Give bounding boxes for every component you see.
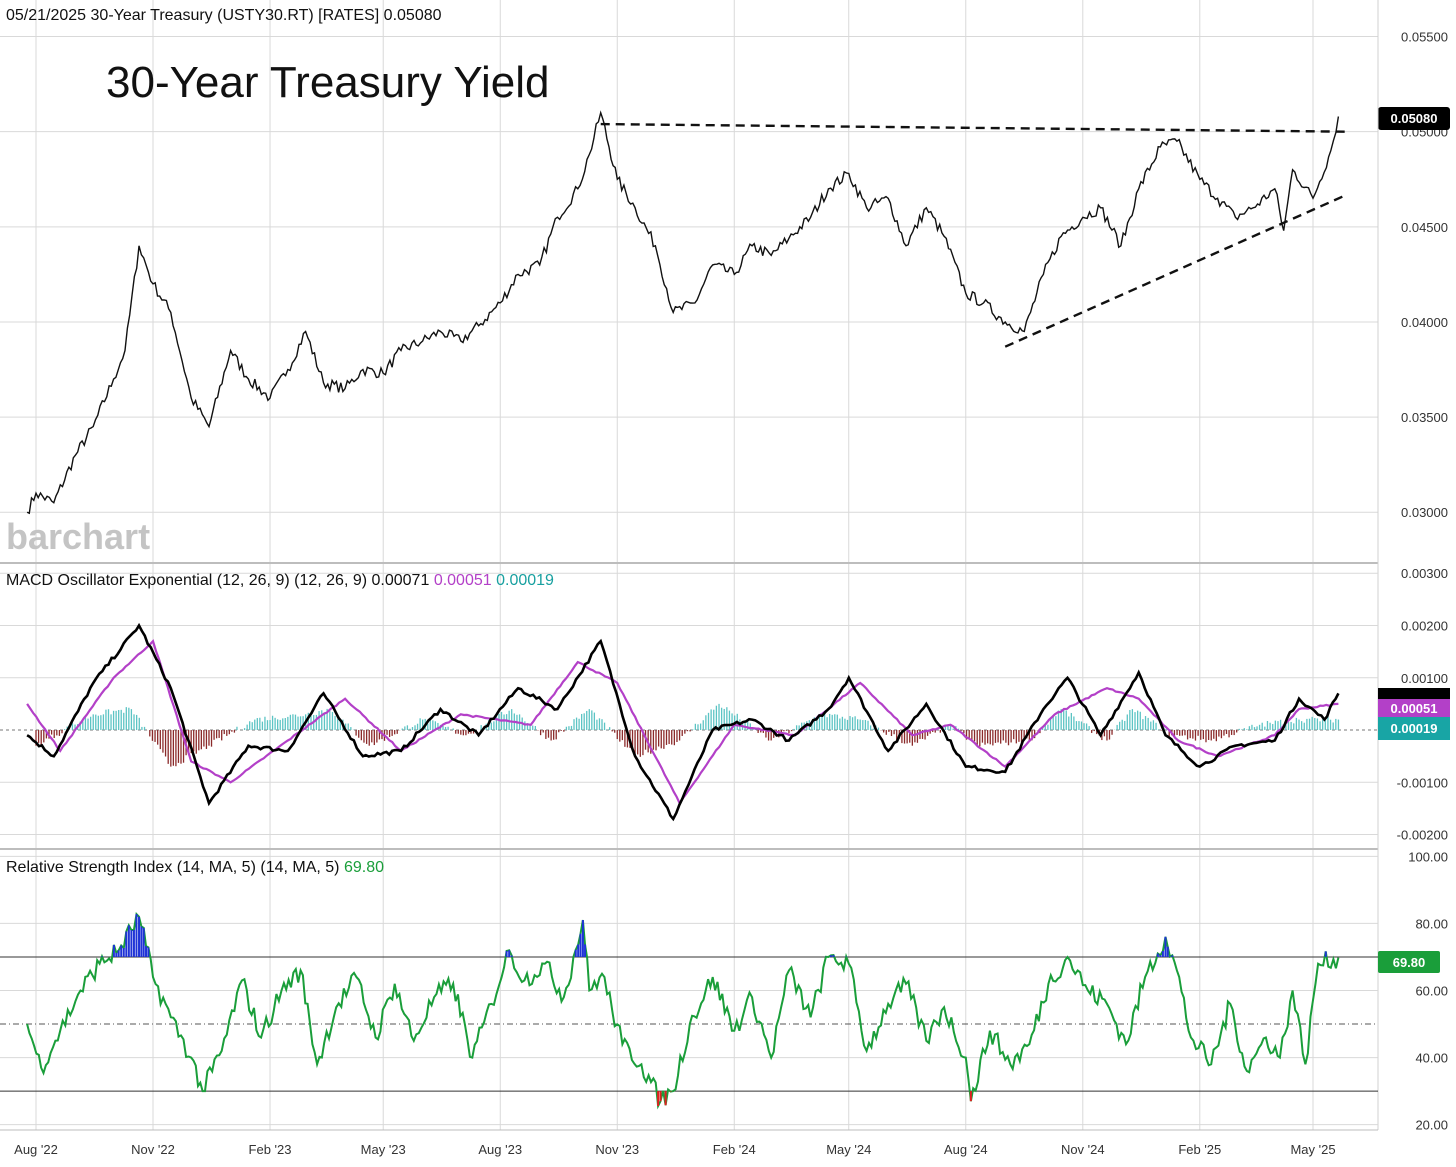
y-tick-label: 60.00 — [1415, 984, 1448, 999]
header-date: 05/21/2025 — [6, 7, 86, 24]
macd-signal-badge-text: 0.00051 — [1391, 701, 1438, 716]
rsi-value-badge — [1378, 951, 1440, 973]
vertical-gridlines — [35, 0, 1314, 1130]
barchart-watermark: barchart — [6, 516, 150, 557]
macd-legend: MACD Oscillator Exponential (12, 26, 9) … — [6, 572, 554, 589]
macd-y-tick-labels: 0.00300 0.00200 0.00100 -0.00100 -0.00200 — [1397, 566, 1448, 842]
macd-line — [26, 622, 1340, 822]
x-tick-label: Feb '24 — [713, 1142, 756, 1157]
x-tick-label: Feb '25 — [1178, 1142, 1221, 1157]
header-line: 05/21/2025 30-Year Treasury (USTY30.RT) … — [6, 7, 442, 24]
rsi-extreme-highlights — [100, 914, 1327, 1107]
rsi-horizontal-gridlines — [0, 855, 1378, 1126]
macd-signal-badge — [1378, 699, 1450, 717]
rsi-value: 69.80 — [344, 859, 384, 876]
macd-params: (12, 26, 9) — [294, 572, 367, 589]
last-price-badge — [1378, 107, 1450, 130]
resistance-line — [600, 122, 1348, 133]
rsi-legend: Relative Strength Index (14, MA, 5) (14,… — [6, 859, 384, 876]
support-line — [1004, 193, 1348, 348]
macd-panel: 0.00300 0.00200 0.00100 -0.00100 -0.00200 MA… — [0, 566, 1450, 843]
x-tick-label: Feb '23 — [249, 1142, 292, 1157]
macd-title: MACD Oscillator Exponential (12, 26, 9) — [6, 572, 290, 589]
macd-hist-badge-text: 0.00019 — [1391, 721, 1438, 736]
rsi-params: (14, MA, 5) — [260, 859, 339, 876]
header-last: 0.05080 — [384, 7, 442, 24]
x-tick-label: Nov '22 — [131, 1142, 175, 1157]
last-price-badge-text: 0.05080 — [1391, 111, 1438, 126]
price-horizontal-gridlines — [0, 36, 1378, 513]
x-tick-label: Aug '23 — [478, 1142, 522, 1157]
x-tick-label: May '25 — [1290, 1142, 1335, 1157]
macd-hist-value: 0.00019 — [496, 572, 554, 589]
price-y-tick-labels: 0.055000.050000.045000.040000.035000.030… — [1401, 30, 1448, 521]
x-tick-label: Aug '22 — [14, 1142, 58, 1157]
y-tick-label: 0.00200 — [1401, 618, 1448, 633]
rsi-title: Relative Strength Index (14, MA, 5) — [6, 859, 256, 876]
price-series-line — [26, 110, 1340, 515]
x-tick-label: Nov '23 — [595, 1142, 639, 1157]
x-axis-tick-labels: Aug '22 Nov '22 Feb '23 May '23 Aug '23 Nov '… — [14, 1142, 1335, 1157]
x-tick-label: May '24 — [826, 1142, 871, 1157]
trendline-annotations — [600, 122, 1348, 348]
y-tick-label: 0.04500 — [1401, 220, 1448, 235]
y-tick-label: -0.00200 — [1397, 828, 1448, 843]
y-tick-label: 0.05500 — [1401, 30, 1448, 45]
macd-hist-badge — [1378, 717, 1450, 740]
rsi-line — [26, 911, 1340, 1110]
header-symbol: 30-Year Treasury (USTY30.RT) [RATES] — [91, 7, 380, 24]
x-tick-label: May '23 — [361, 1142, 406, 1157]
y-tick-label: 80.00 — [1415, 916, 1448, 931]
y-tick-label: 0.00100 — [1401, 671, 1448, 686]
y-tick-label: 100.00 — [1408, 849, 1448, 864]
y-tick-label: 20.00 — [1415, 1118, 1448, 1133]
x-tick-label: Aug '24 — [944, 1142, 988, 1157]
macd-value-badge — [1378, 688, 1450, 702]
y-tick-label: 0.03000 — [1401, 505, 1448, 520]
chart-title: 30-Year Treasury Yield — [106, 58, 550, 107]
macd-signal-value: 0.00051 — [434, 572, 492, 589]
macd-histogram — [35, 703, 1340, 767]
y-tick-label: -0.00100 — [1397, 775, 1448, 790]
rsi-value-badge-text: 69.80 — [1393, 955, 1426, 970]
rsi-y-tick-labels: 100.00 80.00 60.00 40.00 20.00 — [1408, 849, 1448, 1132]
rsi-panel: 100.00 80.00 60.00 40.00 20.00 Relative Stre… — [0, 849, 1448, 1133]
x-tick-label: Nov '24 — [1061, 1142, 1105, 1157]
y-tick-label: 0.03500 — [1401, 410, 1448, 425]
y-tick-label: 0.04000 — [1401, 315, 1448, 330]
y-tick-label: 40.00 — [1415, 1051, 1448, 1066]
price-panel: 0.055000.050000.045000.040000.035000.030… — [0, 7, 1450, 557]
y-tick-label: 0.00300 — [1401, 566, 1448, 581]
macd-value: 0.00071 — [372, 572, 430, 589]
